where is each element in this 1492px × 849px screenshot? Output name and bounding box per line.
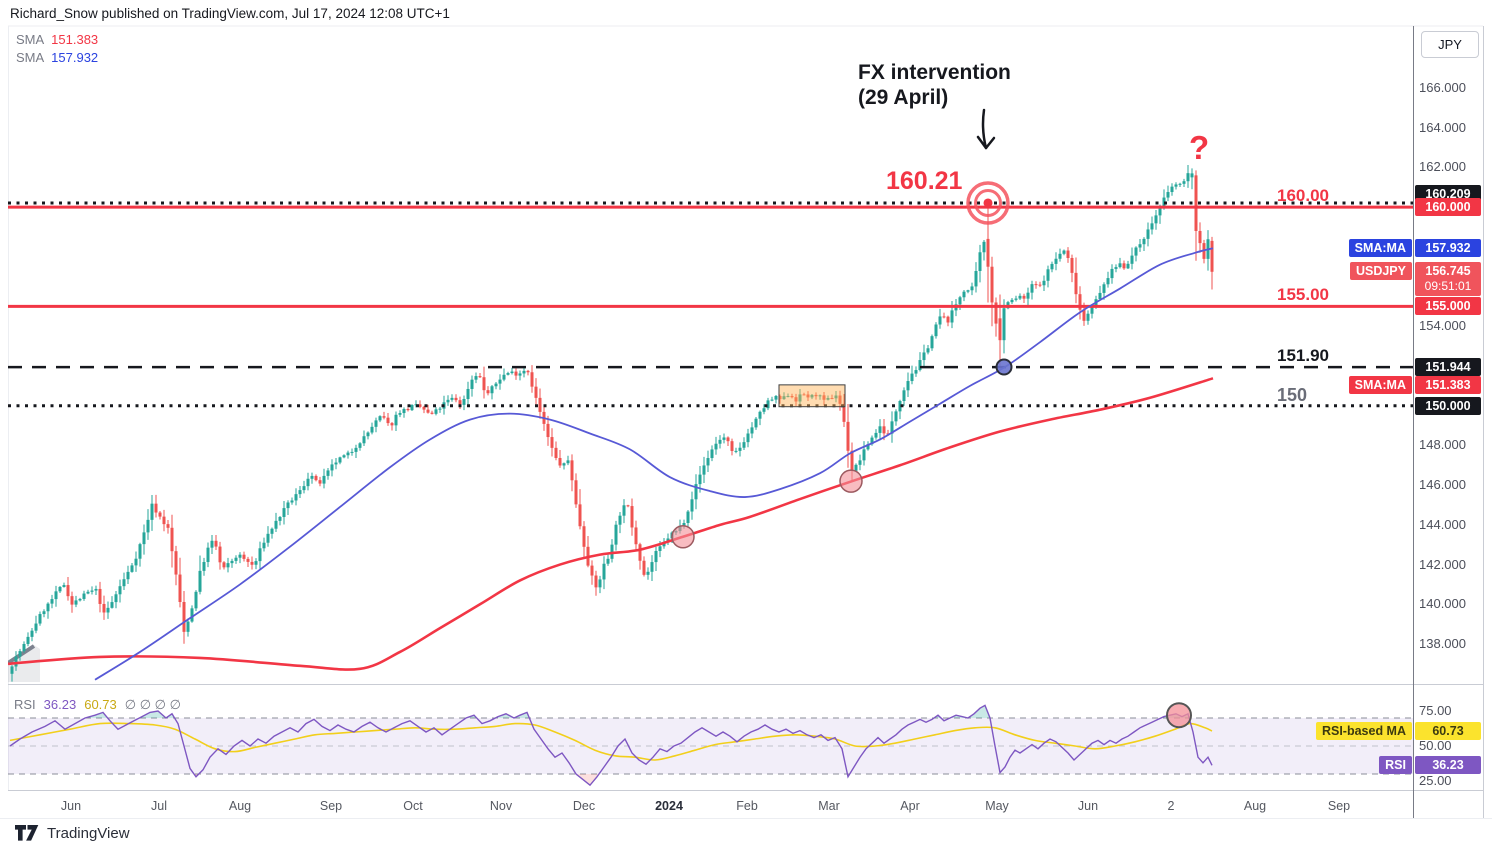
price-pane[interactable] (8, 164, 1413, 682)
fx-intervention-annotation: FX intervention (29 April) (858, 60, 1011, 110)
currency-toggle-button[interactable]: JPY (1421, 31, 1479, 58)
rsi-highlight-circle[interactable] (1166, 702, 1192, 729)
sma-fast-legend-value: 157.932 (51, 50, 99, 65)
rsi-legend-params: ∅ ∅ ∅ ∅ (124, 697, 181, 712)
rsi-ma-line[interactable] (9, 722, 1213, 761)
tradingview-brand-text: TradingView (47, 824, 130, 842)
rsi-legend: RSI 36.23 60.73 ∅ ∅ ∅ ∅ (14, 697, 189, 713)
fx-intervention-line2: (29 April) (858, 86, 949, 109)
sma-touch-circle-2[interactable] (839, 469, 863, 493)
rsi-pane[interactable] (8, 702, 1413, 787)
sma-fast-legend-row[interactable]: SMA 157.932 (16, 49, 105, 67)
fx-intervention-line1: FX intervention (858, 61, 1011, 84)
rsi-legend-value: 36.23 (43, 697, 77, 712)
tradingview-logo-icon (15, 825, 39, 841)
rsi-ma-legend-value: 60.73 (84, 697, 117, 712)
sma-slow-legend-row[interactable]: SMA 151.383 (16, 31, 105, 49)
sma-touch-circle-1[interactable] (671, 525, 695, 549)
intervention-dot (983, 198, 993, 208)
sma-fast-line[interactable] (94, 247, 1214, 681)
question-mark-annotation: ? (1189, 129, 1210, 166)
price-callout-160-21: 160.21 (886, 167, 963, 195)
publish-header: Richard_Snow published on TradingView.co… (10, 6, 450, 21)
annotation-arrow-head (976, 135, 996, 150)
sma-fast-legend-label: SMA (16, 50, 45, 65)
intervention-ring-inner (974, 188, 1002, 217)
consolidation-highlight-box[interactable] (778, 384, 846, 408)
sma-cross-circle[interactable] (995, 358, 1013, 376)
candles[interactable] (10, 164, 1214, 682)
rsi-legend-label[interactable]: RSI (14, 697, 36, 712)
indicator-legend: SMA 151.383 SMA 157.932 (16, 31, 105, 67)
sma-slow-line[interactable] (8, 377, 1214, 671)
intervention-ring-outer[interactable] (966, 181, 1010, 225)
annotation-arrow (981, 108, 988, 150)
sma-slow-legend-value: 151.383 (51, 32, 99, 47)
footer-brand[interactable]: TradingView (14, 822, 130, 844)
sma-slow-legend-label: SMA (16, 32, 45, 47)
rsi-line[interactable] (9, 704, 1213, 787)
